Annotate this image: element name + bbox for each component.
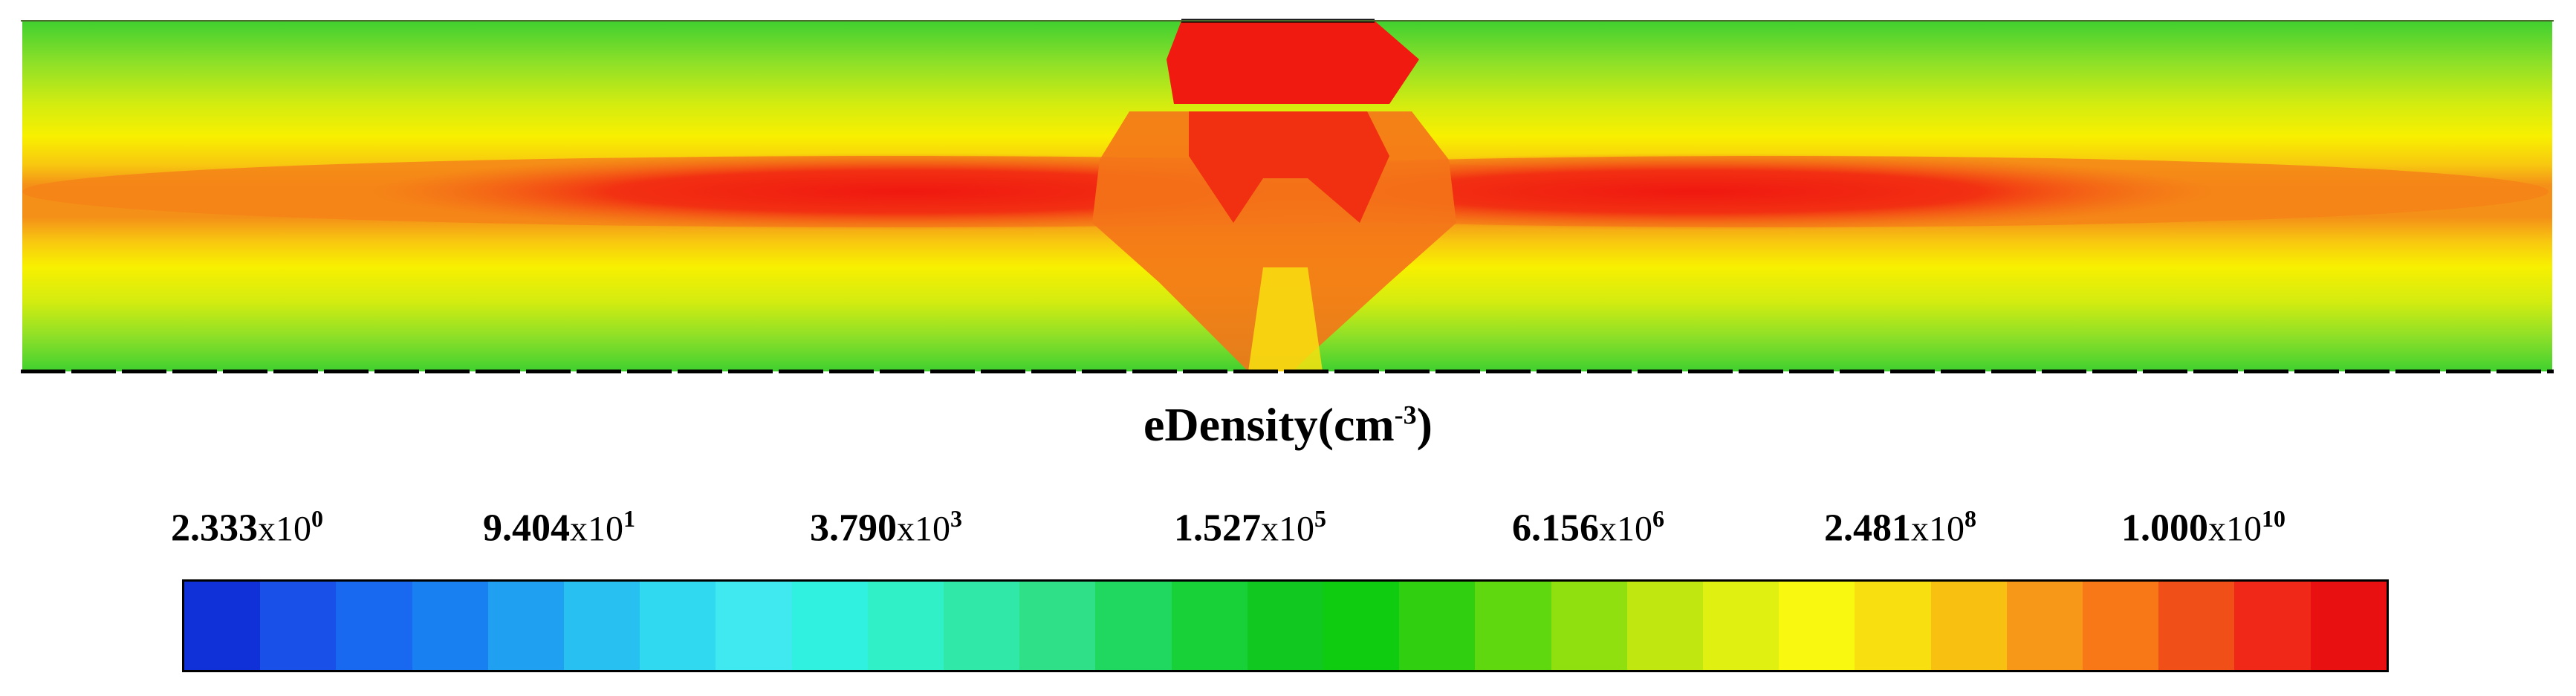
title-superscript: -3 (1394, 400, 1417, 430)
colorbar (182, 579, 2389, 672)
colorbar-cell-10 (944, 582, 1020, 670)
colorbar-cell-21 (1779, 582, 1855, 670)
colorbar-cell-8 (791, 582, 868, 670)
tick-label-3: 1.527x105 (1174, 505, 1326, 550)
colorbar-cell-15 (1323, 582, 1400, 670)
tick-label-5: 2.481x108 (1824, 505, 1976, 550)
colorbar-cell-23 (1930, 582, 2007, 670)
colorbar-cell-28 (2310, 582, 2387, 670)
colorbar-tick-labels: 2.333x100 9.404x101 3.790x103 1.527x105 … (0, 505, 2576, 565)
electrode-red-block (1167, 21, 1419, 104)
colorbar-cell-7 (716, 582, 792, 670)
title-text: eDensity(cm (1143, 398, 1395, 451)
colorbar-cell-9 (867, 582, 944, 670)
density-field (21, 19, 2554, 374)
colorbar-cell-1 (260, 582, 337, 670)
colorbar-cell-22 (1855, 582, 1931, 670)
tick-label-0: 2.333x100 (171, 505, 323, 550)
colorbar-cell-14 (1247, 582, 1324, 670)
colorbar-cell-26 (2158, 582, 2235, 670)
colorbar-cell-16 (1399, 582, 1476, 670)
tick-label-4: 6.156x106 (1512, 505, 1664, 550)
tick-label-1: 9.404x101 (483, 505, 635, 550)
colorbar-cell-3 (412, 582, 488, 670)
colorbar-cell-18 (1551, 582, 1627, 670)
colorbar-cell-5 (564, 582, 640, 670)
colorbar-cell-24 (2006, 582, 2083, 670)
colorbar-cell-0 (184, 582, 261, 670)
colorbar-cell-20 (1703, 582, 1779, 670)
tick-label-2: 3.790x103 (810, 505, 962, 550)
colorbar-cell-19 (1626, 582, 1704, 670)
colorbar-cell-17 (1475, 582, 1551, 670)
colorbar-cell-12 (1095, 582, 1172, 670)
center-yellow-stem (1248, 267, 1323, 371)
tick-label-6: 1.000x1010 (2121, 505, 2285, 550)
title-close: ) (1416, 398, 1433, 451)
colorbar-cell-13 (1171, 582, 1248, 670)
colorbar-cell-4 (487, 582, 565, 670)
colorbar-cell-6 (640, 582, 716, 670)
colorbar-cell-11 (1019, 582, 1096, 670)
colorbar-title: eDensity(cm-3) (0, 397, 2576, 452)
junction-plume-red (1189, 111, 1389, 223)
colorbar-cell-25 (2083, 582, 2159, 670)
colorbar-cell-2 (336, 582, 412, 670)
colorbar-cell-27 (2234, 582, 2311, 670)
